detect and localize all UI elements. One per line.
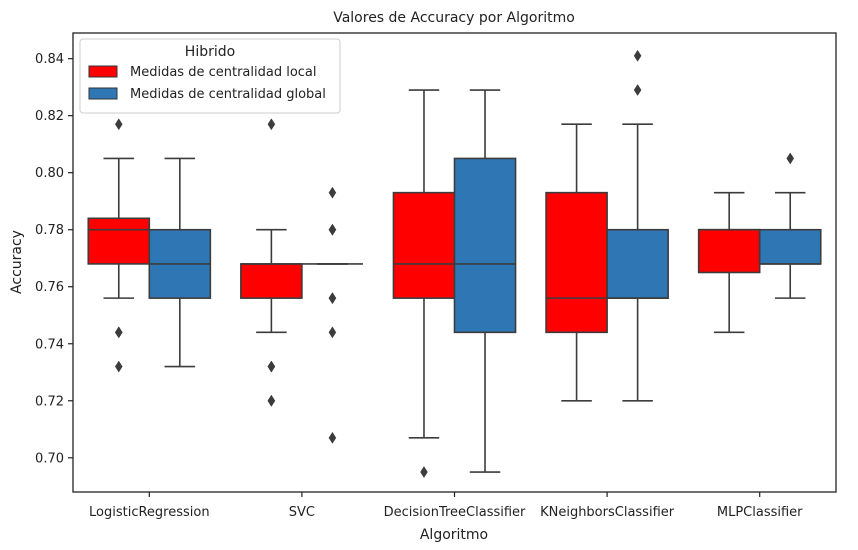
y-tick-label: 0.76	[35, 280, 64, 295]
x-axis: LogisticRegression SVC DecisionTreeClassif…	[89, 492, 803, 520]
outlier-point	[328, 326, 337, 339]
legend-title: Hibrido	[185, 44, 235, 60]
legend-label-global: Medidas de centralidad global	[130, 87, 326, 102]
legend-swatch-global	[88, 87, 118, 100]
outlier-point	[633, 84, 642, 96]
y-axis: 0.70 0.72 0.74 0.76 0.78 0.80 0.82 0.84	[35, 52, 73, 466]
box-group	[87, 118, 151, 373]
x-tick-label: KNeighborsClassifier	[540, 505, 675, 520]
box-iqr	[453, 157, 517, 334]
box-series	[87, 49, 822, 479]
box-iqr	[87, 217, 151, 265]
outlier-point	[267, 118, 276, 131]
y-tick-label: 0.74	[35, 337, 64, 352]
y-tick-label: 0.80	[35, 166, 64, 181]
y-tick-label: 0.72	[35, 394, 64, 409]
box-iqr	[697, 228, 761, 274]
outlier-point	[328, 292, 337, 305]
box-group	[606, 49, 669, 402]
y-tick-label: 0.84	[35, 52, 64, 67]
outlier-point	[420, 466, 428, 479]
legend-label-local: Medidas de centralidad local	[130, 65, 317, 80]
outlier-point	[786, 152, 795, 165]
outlier-point	[633, 49, 642, 62]
legend-swatch-local	[88, 65, 118, 78]
outlier-point	[328, 431, 337, 444]
box-group	[453, 89, 517, 473]
box-iqr	[758, 228, 822, 265]
x-tick-label: SVC	[289, 505, 315, 520]
box-group	[545, 123, 608, 402]
outlier-point	[114, 326, 123, 339]
box-iqr	[392, 191, 456, 299]
legend: Hibrido Medidas de centralidad local Med…	[79, 38, 341, 114]
outlier-point	[267, 394, 276, 407]
box-group	[758, 152, 822, 299]
y-tick-label: 0.82	[35, 109, 64, 124]
box-group	[301, 186, 363, 444]
x-axis-label: Algoritmo	[420, 527, 488, 543]
outlier-point	[328, 223, 337, 236]
outlier-point	[267, 360, 276, 373]
x-tick-label: DecisionTreeClassifier	[384, 505, 526, 520]
y-axis-label: Accuracy	[9, 230, 25, 294]
outlier-point	[114, 360, 123, 373]
x-tick-label: MLPClassifier	[717, 505, 803, 520]
outlier-point	[328, 186, 337, 199]
box-group	[392, 89, 456, 479]
x-tick-label: LogisticRegression	[89, 505, 210, 520]
y-tick-label: 0.70	[35, 451, 64, 466]
box-iqr	[545, 191, 608, 334]
y-tick-label: 0.78	[35, 223, 64, 238]
box-group	[148, 157, 212, 368]
box-group	[697, 191, 761, 334]
box-iqr	[240, 263, 303, 299]
chart-title: Valores de Accuracy por Algoritmo	[333, 10, 575, 26]
box-group	[240, 118, 303, 407]
legend-frame	[79, 38, 341, 114]
box-iqr	[606, 228, 669, 299]
outlier-point	[114, 118, 123, 131]
